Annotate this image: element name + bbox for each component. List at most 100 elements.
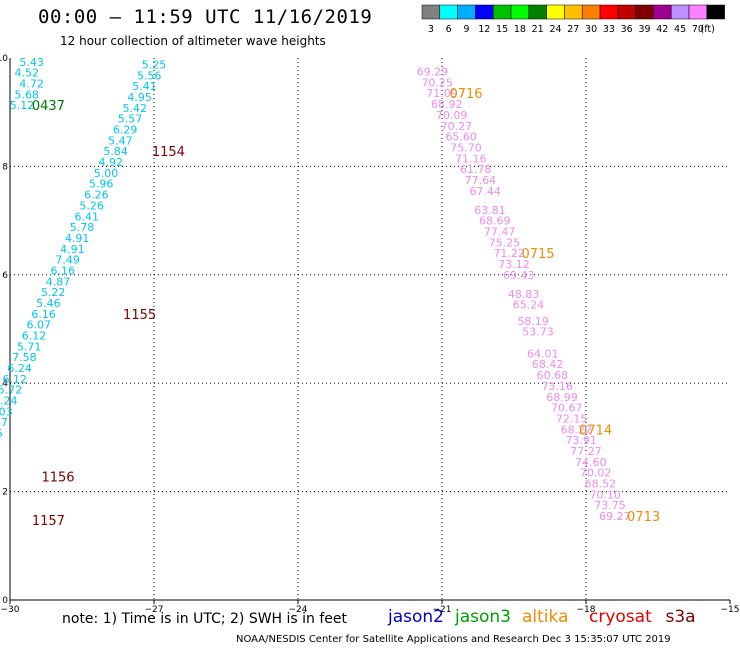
colorbar-swatch xyxy=(546,4,565,20)
wave-height-label: 5.43 xyxy=(19,56,44,69)
wave-height-label: 65.24 xyxy=(513,299,545,312)
wave-height-label: 5.96 xyxy=(89,178,114,191)
colorbar-label: 21 xyxy=(532,24,544,35)
colorbar-swatch xyxy=(492,4,512,20)
legend-item-jason3: jason3 xyxy=(455,607,511,627)
wave-height-label: 6.07 xyxy=(27,319,52,332)
wave-height-label: 5.84 xyxy=(103,145,128,158)
colorbar-swatch xyxy=(617,4,636,20)
legend-item-cryosat: cryosat xyxy=(589,607,652,627)
wave-height-label: 67.44 xyxy=(469,185,501,198)
wave-height-label: 69.43 xyxy=(503,269,535,282)
x-tick-label: −15 xyxy=(721,605,740,615)
colorbar-swatch xyxy=(635,4,654,20)
wave-height-label: 5.12 xyxy=(10,99,35,112)
colorbar-swatch xyxy=(528,4,547,20)
time-stamp-label: 0714 xyxy=(579,423,612,438)
colorbar-label: 39 xyxy=(638,24,650,35)
wave-height-label: 77.64 xyxy=(465,174,497,187)
wave-height-label: 69.29 xyxy=(417,66,449,79)
wave-height-label: 6.03 xyxy=(0,405,13,418)
colorbar-label: 27 xyxy=(567,24,579,35)
time-stamp-label: 1154 xyxy=(152,145,185,160)
units-note: note: 1) Time is in UTC; 2) SWH is in fe… xyxy=(62,611,348,627)
wave-height-label: 53.73 xyxy=(522,326,554,339)
colorbar-swatch xyxy=(670,4,690,20)
colorbar-swatch xyxy=(706,4,725,20)
wave-height-label: 70.27 xyxy=(441,120,473,133)
wave-height-label: 6.26 xyxy=(84,189,109,202)
wave-height-label: 71.09 xyxy=(426,87,458,100)
y-tick-label: 4 xyxy=(2,379,8,389)
x-tick-label: −18 xyxy=(577,605,596,615)
colorbar-swatch xyxy=(564,4,583,20)
wave-height-label: 70.25 xyxy=(421,76,453,89)
wave-height-label: 4.87 xyxy=(46,275,71,288)
wave-height-label: 77.27 xyxy=(570,445,602,458)
credit-line: NOAA/NESDIS Center for Satellite Applica… xyxy=(236,634,671,645)
wave-height-label: 5.71 xyxy=(17,340,42,353)
wave-height-label: 5.47 xyxy=(108,134,133,147)
wave-height-label: 72.15 xyxy=(556,412,588,425)
colorbar-label: 42 xyxy=(656,24,668,35)
wave-height-label: 4.91 xyxy=(60,243,85,256)
wave-height-label: 5.25 xyxy=(142,59,167,72)
x-tick-label: −27 xyxy=(145,605,164,615)
x-tick-label: −21 xyxy=(433,605,452,615)
wave-height-label: 75.25 xyxy=(489,236,521,249)
wave-height-label: 5.78 xyxy=(70,221,95,234)
wave-height-label: 70.67 xyxy=(551,402,583,415)
wave-height-label: 6.29 xyxy=(113,124,138,137)
colorbar-swatch xyxy=(457,4,476,20)
wave-height-label: 77.47 xyxy=(484,225,516,238)
wave-height-label: 6.41 xyxy=(75,210,100,223)
wave-height-label: 63.81 xyxy=(474,204,506,217)
y-tick-label: 6 xyxy=(2,271,8,281)
colorbar-label: 24 xyxy=(549,24,561,35)
wave-height-label: 73.75 xyxy=(594,499,626,512)
colorbar-label: 3 xyxy=(428,24,434,35)
colorbar-label: 33 xyxy=(603,24,615,35)
page-subtitle: 12 hour collection of altimeter wave hei… xyxy=(60,34,326,48)
wave-height-label: 4.52 xyxy=(15,67,40,80)
colorbar-label: 18 xyxy=(514,24,526,35)
time-stamp-label: 0437 xyxy=(32,99,65,114)
colorbar-label: 12 xyxy=(478,24,490,35)
time-stamp-label: 0713 xyxy=(627,510,660,525)
wave-height-label: 68.22 xyxy=(561,423,593,436)
colorbar-label: 36 xyxy=(621,24,633,35)
wave-height-label: 5.22 xyxy=(41,286,66,299)
colorbar-label: 6 xyxy=(446,24,452,35)
wave-height-label: 6.16 xyxy=(31,308,56,321)
y-tick-label: 8 xyxy=(2,162,8,172)
wave-height-label: 48.83 xyxy=(508,288,540,301)
wave-height-label: 5.68 xyxy=(15,88,40,101)
colorbar-swatch xyxy=(688,4,708,20)
legend-item-jason2: jason2 xyxy=(388,607,444,627)
colorbar-swatch xyxy=(599,4,619,20)
wave-height-label: 5.57 xyxy=(118,113,143,126)
wave-height-label: 68.69 xyxy=(479,215,511,228)
wave-height-label: 68.42 xyxy=(532,358,564,371)
wave-height-label: 64.01 xyxy=(527,347,559,360)
time-stamp-label: 0716 xyxy=(449,87,482,102)
colorbar-label: 45 xyxy=(674,24,686,35)
wave-height-label: 68.99 xyxy=(546,391,578,404)
wave-height-label: 68.52 xyxy=(585,477,617,490)
colorbar-swatch xyxy=(581,4,601,20)
time-stamp-label: 1157 xyxy=(32,514,65,529)
wave-height-label: 4.95 xyxy=(127,91,152,104)
wave-height-label: 5.41 xyxy=(132,80,157,93)
wave-height-label: 75.70 xyxy=(450,141,482,154)
colorbar-label: 70 xyxy=(692,24,704,35)
wave-height-label: 73.12 xyxy=(498,258,530,271)
wave-height-label: 70.02 xyxy=(580,467,612,480)
x-tick-label: −24 xyxy=(289,605,308,615)
y-tick-label: 0 xyxy=(2,596,8,606)
colorbar-swatch xyxy=(510,4,530,20)
legend-item-s3a: s3a xyxy=(665,607,696,627)
wave-height-label: 5.47 xyxy=(0,416,8,429)
wave-height-label: 70.10 xyxy=(589,488,621,501)
wave-height-label: 4.72 xyxy=(19,77,44,90)
